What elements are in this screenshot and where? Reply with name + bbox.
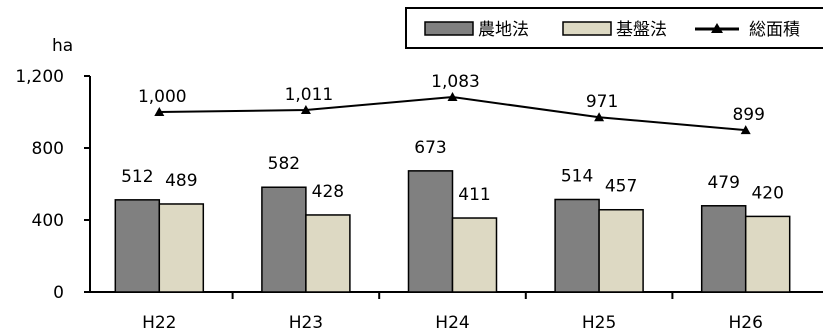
legend-frame <box>405 7 823 49</box>
bar-value-label: 411 <box>458 185 490 205</box>
bar-value-label: 457 <box>605 177 637 197</box>
total-value-label: 1,083 <box>431 72 480 92</box>
x-tick-label: H24 <box>435 313 469 333</box>
bar-基盤法 <box>305 214 351 293</box>
chart-bars <box>114 170 791 293</box>
bar-value-label: 512 <box>121 167 153 187</box>
legend-label: 農地法 <box>478 20 529 40</box>
bar-農地法 <box>114 199 161 293</box>
chart-labels: 512 582 673 514 479 489 428 411 457 420 1,000 1,011… <box>121 72 784 205</box>
bar-value-label: 479 <box>707 173 739 193</box>
y-tick-label: 800 <box>32 139 64 159</box>
legend-swatch <box>562 21 612 36</box>
bar-農地法 <box>554 198 600 293</box>
bar-value-label: 582 <box>268 154 300 174</box>
total-marker <box>447 92 458 102</box>
legend-line-marker <box>711 23 723 33</box>
y-unit-label: ha <box>52 36 73 56</box>
bar-基盤法 <box>744 215 791 293</box>
bar-農地法 <box>700 205 747 293</box>
y-tick-label: 1,200 <box>15 67 64 87</box>
bar-value-label: 489 <box>165 171 197 191</box>
legend-label: 総面積 <box>749 20 800 40</box>
bar-農地法 <box>261 186 307 293</box>
chart-axes: 0 400 800 1,200 ha H22 H23 H24 H25 H26 <box>15 36 823 333</box>
total-marker <box>154 107 165 116</box>
bar-value-label: 420 <box>751 183 783 203</box>
total-value-label: 1,011 <box>285 85 334 105</box>
chart-total-line <box>154 92 751 135</box>
bar-基盤法 <box>158 203 205 293</box>
total-value-label: 899 <box>732 105 764 125</box>
bar-value-label: 428 <box>312 182 344 202</box>
total-marker <box>300 105 311 115</box>
bar-農地法 <box>407 170 454 293</box>
bar-基盤法 <box>598 208 644 293</box>
bar-value-label: 673 <box>414 138 446 158</box>
bar-value-label: 514 <box>561 166 593 186</box>
total-marker <box>594 112 605 122</box>
total-value-label: 971 <box>586 92 618 112</box>
legend: 農地法 基盤法 総面積 <box>405 7 823 49</box>
bar-基盤法 <box>451 217 498 293</box>
legend-swatch <box>424 21 474 36</box>
total-marker <box>740 125 751 135</box>
x-tick-label: H26 <box>728 313 762 333</box>
x-tick-label: H23 <box>289 313 323 333</box>
x-tick-label: H22 <box>142 313 176 333</box>
total-value-label: 1,000 <box>138 87 187 107</box>
total-line <box>159 96 746 132</box>
x-tick-label: H25 <box>582 313 616 333</box>
y-tick-label: 400 <box>32 211 64 231</box>
y-tick-label: 0 <box>53 283 64 303</box>
legend-label: 基盤法 <box>616 20 667 40</box>
